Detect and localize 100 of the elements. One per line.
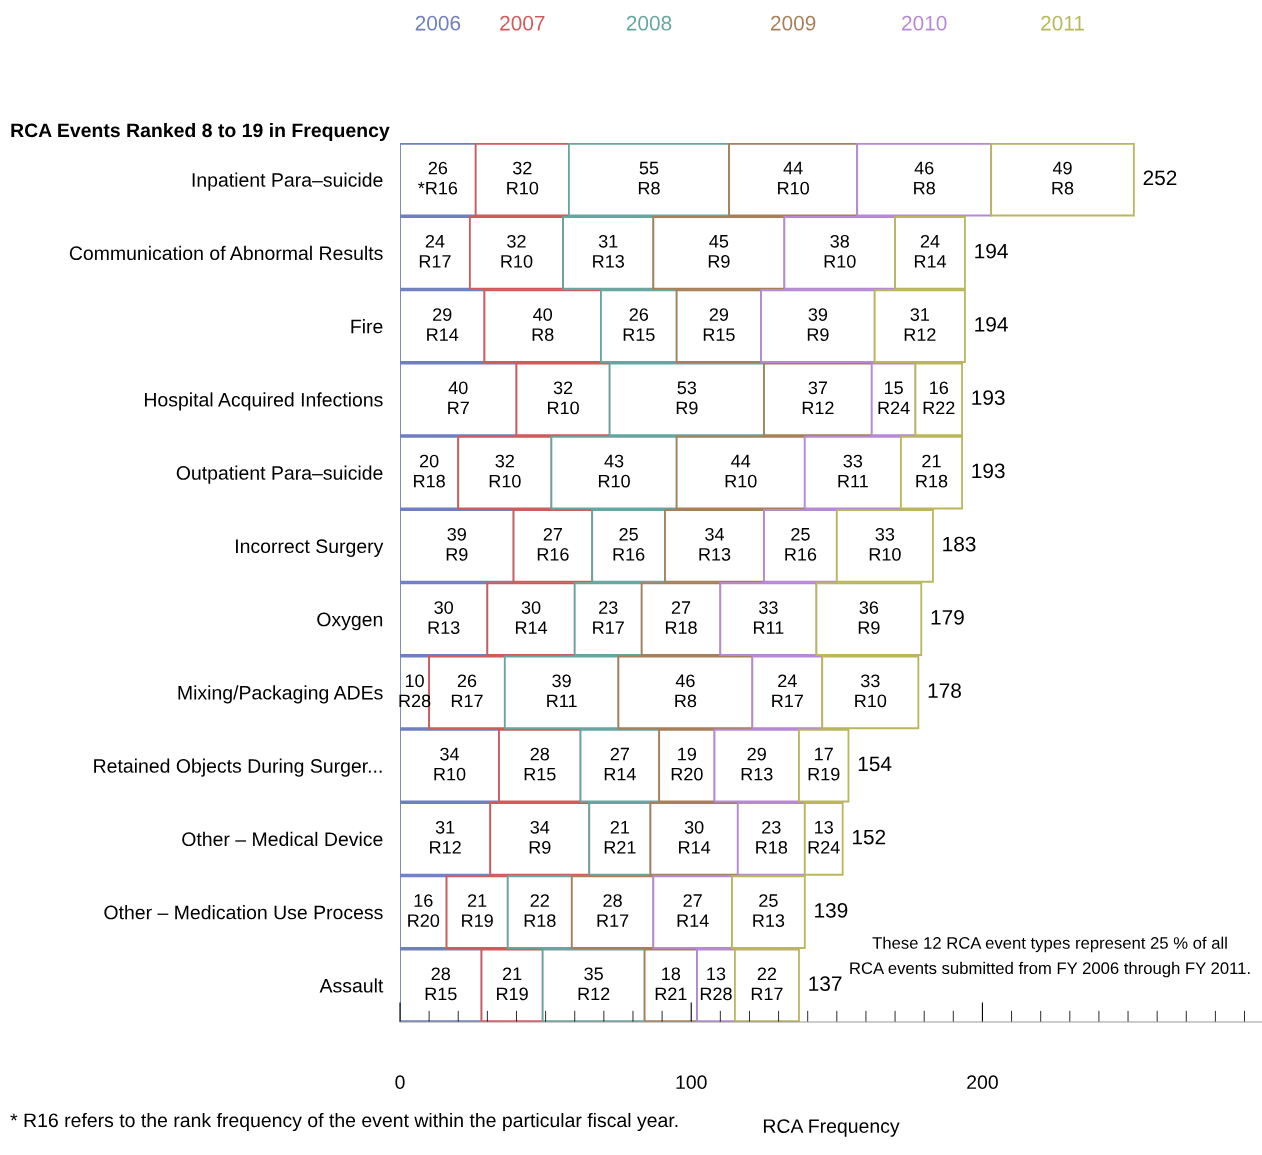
data-label: 22 R18 xyxy=(524,894,556,928)
data-label: 27 R14 xyxy=(604,747,636,781)
annotation: These 12 RCA event types represent 25 % of all RCA events submitted from FY 2006 through FY 2011. xyxy=(850,936,1250,978)
data-label: 16 R20 xyxy=(408,894,440,928)
data-label: 30 R14 xyxy=(515,601,548,634)
data-label: 37 R12 xyxy=(802,381,834,415)
data-label: 21 R18 xyxy=(916,454,948,488)
data-label: 23 R17 xyxy=(593,601,624,634)
data-label: 15 R24 xyxy=(878,381,910,415)
data-label: 16 R22 xyxy=(923,381,955,415)
y-tick-label: Hospital Acquired Infections xyxy=(144,392,383,411)
y-tick-label: Incorrect Surgery xyxy=(236,539,384,557)
y-tick-label: Communication of Abnormal Results xyxy=(69,245,383,261)
data-label: 43 R10 xyxy=(598,454,630,488)
data-label: 25 R16 xyxy=(613,527,645,561)
y-tick-label: Assault xyxy=(319,978,384,993)
data-label: 40 R8 xyxy=(532,308,554,342)
data-label: 32 R10 xyxy=(489,454,521,488)
data-label: 31 R12 xyxy=(904,308,936,341)
data-label: 32 R10 xyxy=(501,234,533,268)
data-label: 24 R14 xyxy=(914,234,947,268)
data-label: 44 R10 xyxy=(725,454,757,488)
total-label: 152 xyxy=(852,829,886,845)
data-label: 20 R18 xyxy=(414,454,445,488)
total-label: 193 xyxy=(972,463,1005,479)
data-label: 55 R8 xyxy=(638,161,660,195)
data-label: 21 R19 xyxy=(497,967,528,1001)
y-tick-label: Retained Objects During Surger... xyxy=(94,758,382,777)
data-label: 26 *R16 xyxy=(418,161,458,195)
x-tick-label: 0 xyxy=(395,1075,405,1090)
x-tick-label: 100 xyxy=(676,1075,707,1090)
data-label: 24 R17 xyxy=(772,674,803,708)
data-label: 49 R8 xyxy=(1052,161,1074,195)
total-label: 183 xyxy=(943,536,976,552)
data-label: 36 R9 xyxy=(858,601,880,635)
data-label: 46 R8 xyxy=(914,161,935,195)
data-label: 28 R17 xyxy=(597,894,629,927)
data-label: 22 R17 xyxy=(751,967,783,1001)
data-label: 33 R10 xyxy=(869,527,901,561)
text: * R16 refers to the rank frequency of the event within the particular fiscal year. xyxy=(10,1112,678,1132)
data-label: 39 R9 xyxy=(446,527,468,561)
data-label: 13 R24 xyxy=(808,820,840,854)
total-label: 179 xyxy=(931,609,964,625)
data-label: 39 R9 xyxy=(807,308,829,342)
data-label: 32 R10 xyxy=(507,161,539,195)
text: 2008 xyxy=(626,15,672,31)
data-label: 28 R15 xyxy=(425,967,457,1001)
total-label: 154 xyxy=(858,756,892,772)
data-label: 25 R16 xyxy=(785,527,817,561)
data-label: 34 R10 xyxy=(434,747,466,781)
y-tick-label: Inpatient Para–suicide xyxy=(192,172,383,191)
data-label: 27 R18 xyxy=(665,601,697,635)
data-label: 30 R13 xyxy=(428,601,460,635)
y-tick-label: Outpatient Para–suicide xyxy=(176,465,383,484)
text: 2010 xyxy=(902,15,947,31)
data-label: 44 R10 xyxy=(778,161,809,195)
data-label: 27 R16 xyxy=(537,527,569,561)
text: 2009 xyxy=(771,15,816,31)
data-label: 30 R14 xyxy=(679,820,711,854)
text: RCA Events Ranked 8 to 19 in Frequency xyxy=(11,122,390,142)
text: 2006 xyxy=(415,15,461,31)
data-label: 34 R13 xyxy=(699,527,731,561)
data-label: 13 R28 xyxy=(700,967,732,1001)
data-label: 31 R12 xyxy=(430,820,461,854)
data-label: 27 R14 xyxy=(677,894,709,927)
x-axis-title: RCA Frequency xyxy=(763,1119,900,1137)
data-label: 17 R19 xyxy=(808,747,840,781)
data-label: 25 R13 xyxy=(753,894,785,928)
y-tick-label: Oxygen xyxy=(317,612,383,631)
data-label: 18 R21 xyxy=(655,967,687,1001)
text: 2007 xyxy=(500,15,545,31)
data-label: 33 R10 xyxy=(855,674,887,708)
data-label: 26 R17 xyxy=(451,674,483,708)
data-label: 19 R20 xyxy=(671,747,703,781)
data-label: 33 R11 xyxy=(753,601,784,634)
data-label: 53 R9 xyxy=(676,381,698,415)
data-label: 46 R8 xyxy=(675,674,697,708)
y-tick-label: Mixing/Packaging ADEs xyxy=(178,685,383,704)
data-label: 45 R9 xyxy=(708,235,730,268)
y-tick-label: Fire xyxy=(351,319,383,334)
data-label: 29 R13 xyxy=(741,747,773,781)
data-label: 29 R14 xyxy=(427,308,459,341)
data-label: 29 R15 xyxy=(703,308,735,342)
data-label: 39 R11 xyxy=(547,674,577,708)
total-label: 194 xyxy=(975,316,1008,332)
data-label: 38 R10 xyxy=(824,234,856,268)
total-label: 137 xyxy=(809,976,842,991)
data-label: 28 R15 xyxy=(524,747,556,781)
data-label: 40 R7 xyxy=(448,381,469,415)
total-label: 252 xyxy=(1143,170,1177,186)
data-label: 34 R9 xyxy=(529,820,551,854)
data-label: 21 R21 xyxy=(604,820,636,854)
data-label: 35 R12 xyxy=(578,967,610,1001)
y-tick-label: Other – Medication Use Process xyxy=(104,905,383,920)
total-label: 194 xyxy=(975,243,1008,259)
total-label: 178 xyxy=(928,683,961,698)
total-label: 193 xyxy=(972,390,1005,405)
total-label: 139 xyxy=(815,902,848,918)
text: 2011 xyxy=(1041,15,1084,31)
data-label: 33 R11 xyxy=(838,454,868,488)
